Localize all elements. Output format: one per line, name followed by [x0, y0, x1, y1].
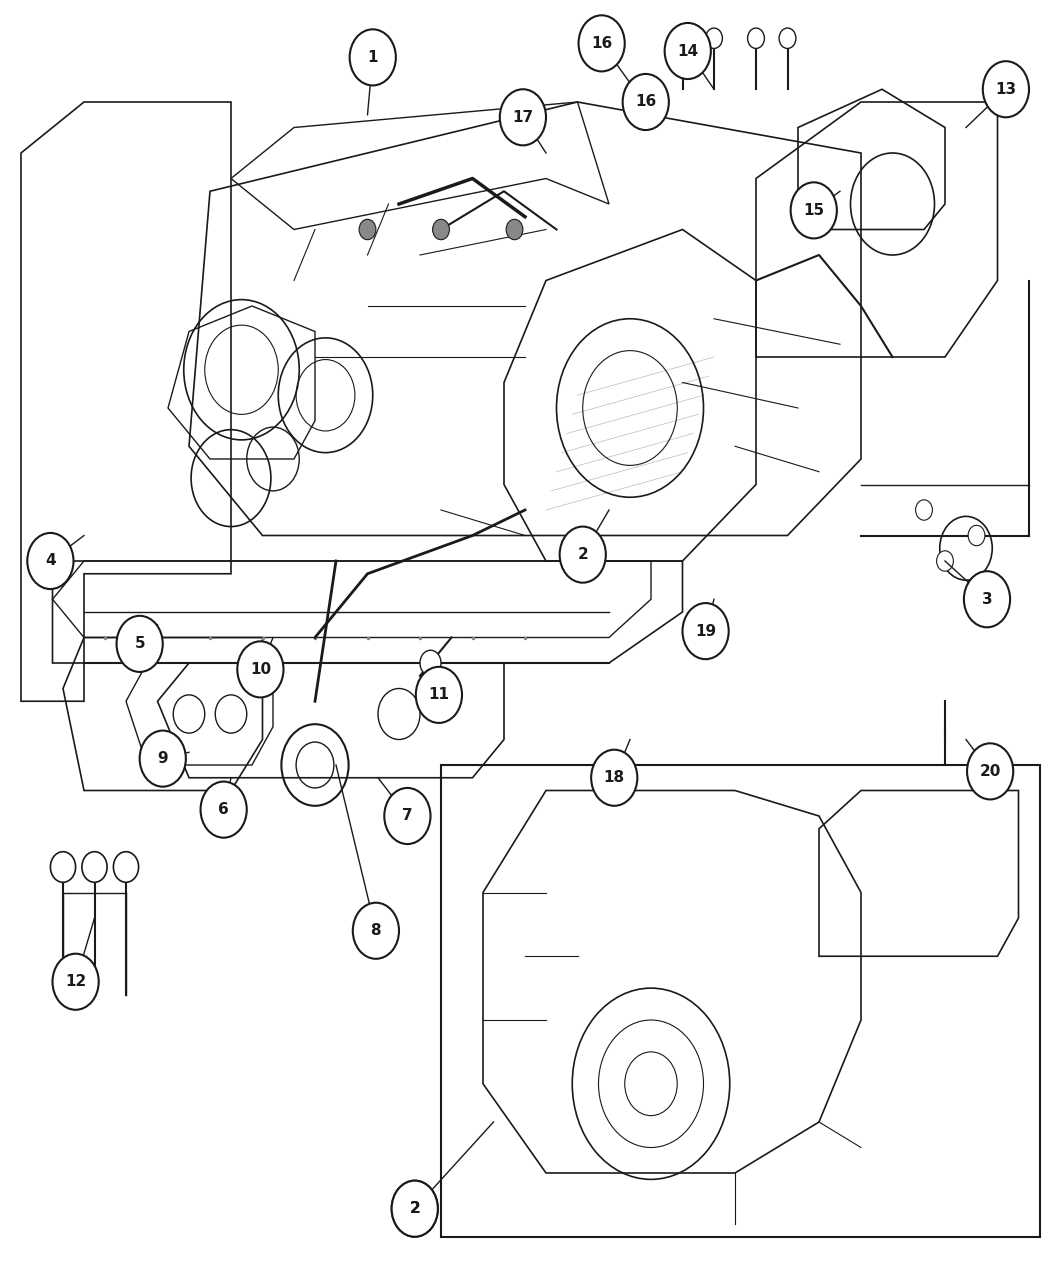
Circle shape — [591, 750, 637, 806]
Circle shape — [579, 15, 625, 71]
Circle shape — [779, 28, 796, 48]
Text: 7: 7 — [402, 808, 413, 824]
Circle shape — [506, 219, 523, 240]
Circle shape — [350, 29, 396, 85]
Circle shape — [748, 28, 764, 48]
Circle shape — [791, 182, 837, 238]
Text: 2: 2 — [410, 1201, 420, 1216]
Text: 11: 11 — [428, 687, 449, 703]
Circle shape — [27, 533, 74, 589]
Circle shape — [674, 28, 691, 48]
Text: 1: 1 — [368, 50, 378, 65]
Text: 17: 17 — [512, 110, 533, 125]
Circle shape — [416, 667, 462, 723]
Text: 8: 8 — [371, 923, 381, 938]
Text: 10: 10 — [250, 662, 271, 677]
Text: 16: 16 — [591, 36, 612, 51]
Text: 6: 6 — [218, 802, 229, 817]
Text: 12: 12 — [65, 974, 86, 989]
Circle shape — [82, 852, 107, 882]
Text: 15: 15 — [803, 203, 824, 218]
Circle shape — [967, 743, 1013, 799]
Circle shape — [201, 782, 247, 838]
Text: 19: 19 — [695, 623, 716, 639]
Circle shape — [392, 1181, 438, 1237]
Circle shape — [560, 527, 606, 583]
Circle shape — [682, 603, 729, 659]
Circle shape — [433, 219, 449, 240]
Circle shape — [384, 788, 430, 844]
Text: 3: 3 — [982, 592, 992, 607]
Text: 2: 2 — [578, 547, 588, 562]
Text: 18: 18 — [604, 770, 625, 785]
Circle shape — [983, 61, 1029, 117]
Circle shape — [500, 89, 546, 145]
Text: 14: 14 — [677, 43, 698, 59]
Text: 4: 4 — [45, 553, 56, 569]
Text: 9: 9 — [158, 751, 168, 766]
Circle shape — [420, 650, 441, 676]
Circle shape — [706, 28, 722, 48]
Circle shape — [237, 641, 284, 697]
Circle shape — [52, 954, 99, 1010]
Text: 2: 2 — [410, 1201, 420, 1216]
Text: 13: 13 — [995, 82, 1016, 97]
Circle shape — [937, 551, 953, 571]
Circle shape — [113, 852, 139, 882]
Circle shape — [665, 23, 711, 79]
Text: 20: 20 — [980, 764, 1001, 779]
Circle shape — [359, 219, 376, 240]
Circle shape — [50, 852, 76, 882]
Text: 16: 16 — [635, 94, 656, 110]
Circle shape — [392, 1181, 438, 1237]
Circle shape — [140, 731, 186, 787]
Circle shape — [964, 571, 1010, 627]
Circle shape — [916, 500, 932, 520]
Circle shape — [623, 74, 669, 130]
Circle shape — [117, 616, 163, 672]
Text: 5: 5 — [134, 636, 145, 652]
Circle shape — [353, 903, 399, 959]
Circle shape — [968, 525, 985, 546]
